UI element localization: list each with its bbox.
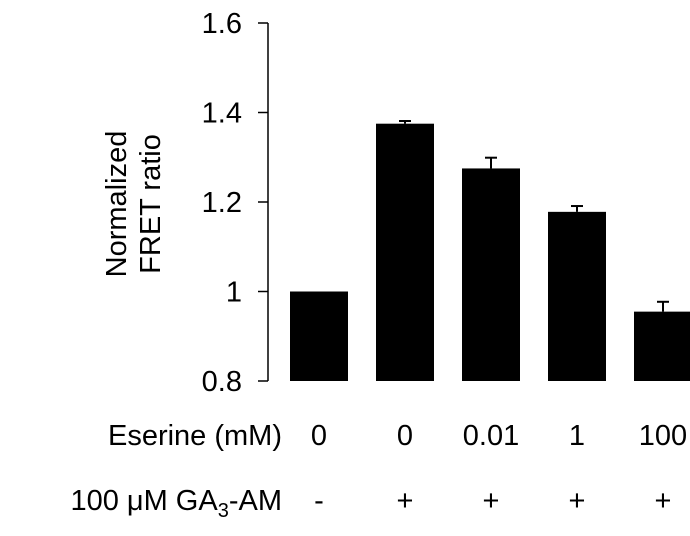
condition-value: +: [483, 485, 500, 517]
condition-value: +: [655, 485, 672, 517]
bar: [376, 123, 434, 381]
condition-label-ga3-am-subscript: 3: [218, 500, 229, 522]
condition-value: 1: [569, 420, 585, 452]
bar: [634, 311, 690, 381]
condition-label-ga3-am-suffix: -AM: [229, 485, 282, 517]
bar: [462, 168, 520, 381]
y-tick-label: 1: [226, 277, 242, 309]
condition-label-ga3-am: 100 μM GA3-AM: [70, 485, 282, 522]
y-axis-label: Normalized FRET ratio: [101, 131, 167, 278]
y-tick-label: 1.6: [202, 8, 242, 40]
y-axis-label-line-1: Normalized: [101, 131, 133, 278]
bar: [548, 211, 606, 381]
y-tick-label: 0.8: [202, 366, 242, 398]
condition-row-eserine: Eserine (mM): [108, 420, 282, 452]
condition-value: 0: [311, 420, 327, 452]
condition-row-ga3-am: 100 μM GA3-AM: [70, 485, 282, 522]
condition-label-ga3-am-prefix: 100 μM GA: [70, 485, 218, 517]
bar: [290, 291, 348, 381]
y-tick-label: 1.2: [202, 187, 242, 219]
condition-value: +: [569, 485, 586, 517]
condition-value: 0.01: [463, 420, 519, 452]
condition-value: +: [397, 485, 414, 517]
y-tick-label: 1.4: [202, 98, 242, 130]
condition-label-eserine: Eserine (mM): [108, 420, 282, 452]
y-axis-label-line-2: FRET ratio: [135, 134, 167, 274]
condition-value: 100: [639, 420, 687, 452]
condition-value: -: [314, 485, 324, 517]
condition-value: 0: [397, 420, 413, 452]
